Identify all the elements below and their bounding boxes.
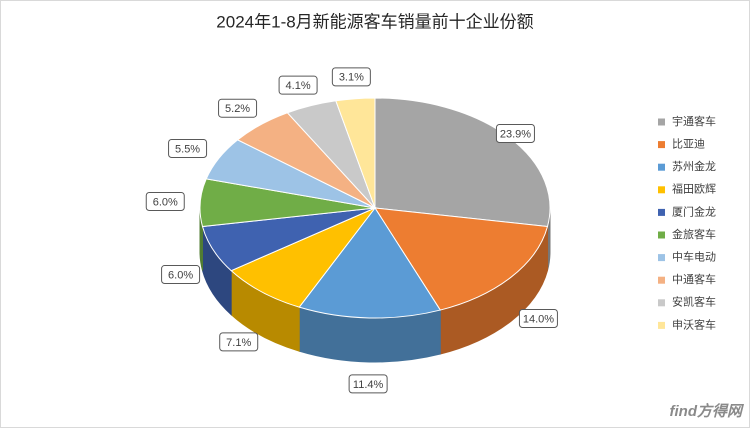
data-label-box xyxy=(219,332,259,352)
legend-swatch xyxy=(658,231,665,239)
watermark: find方得网 xyxy=(670,402,745,420)
legend-swatch xyxy=(658,186,665,194)
chart-title: 2024年1-8月新能源客车销量前十企业份额 xyxy=(216,12,533,31)
legend-label: 福田欧辉 xyxy=(672,182,716,196)
slice xyxy=(335,97,376,209)
legend-label: 比亚迪 xyxy=(672,138,705,151)
data-label: 14.0% xyxy=(523,313,554,325)
legend-label: 宇通客车 xyxy=(672,114,716,128)
legend-swatch xyxy=(658,208,665,216)
legend-swatch xyxy=(658,141,665,149)
legend-label: 申沃客车 xyxy=(672,317,716,331)
data-label: 6.0% xyxy=(168,269,193,281)
data-label-box xyxy=(348,374,388,394)
legend-label: 金旅客车 xyxy=(672,227,716,241)
data-label: 4.1% xyxy=(286,80,311,92)
legend-label: 苏州金龙 xyxy=(672,159,716,173)
data-label-box xyxy=(495,124,535,144)
data-label-box xyxy=(518,309,558,329)
legend-swatch xyxy=(658,276,665,284)
legend-swatch xyxy=(658,118,665,126)
data-label: 6.0% xyxy=(153,196,178,208)
legend-label: 厦门金龙 xyxy=(672,204,716,218)
legend-swatch xyxy=(658,299,665,307)
data-label-box xyxy=(168,138,208,158)
data-label: 23.9% xyxy=(500,128,531,140)
data-label: 3.1% xyxy=(339,72,364,84)
slice xyxy=(374,207,549,311)
legend-label: 中车电动 xyxy=(672,250,716,264)
legend-label: 中通客车 xyxy=(672,272,716,286)
data-label-box xyxy=(218,98,258,118)
data-label-box xyxy=(331,67,371,87)
legend-swatch xyxy=(658,254,665,262)
data-label-box xyxy=(278,75,318,95)
slice xyxy=(230,206,377,308)
data-label: 5.5% xyxy=(175,143,200,155)
data-label-box xyxy=(161,265,201,285)
data-label-box xyxy=(145,192,185,212)
legend-swatch xyxy=(658,163,665,171)
legend-label: 安凯客车 xyxy=(672,295,716,309)
data-label: 11.4% xyxy=(353,379,384,391)
slice xyxy=(298,207,442,319)
legend-swatch xyxy=(658,321,665,329)
data-label: 7.1% xyxy=(226,337,251,349)
data-label: 5.2% xyxy=(225,103,250,115)
